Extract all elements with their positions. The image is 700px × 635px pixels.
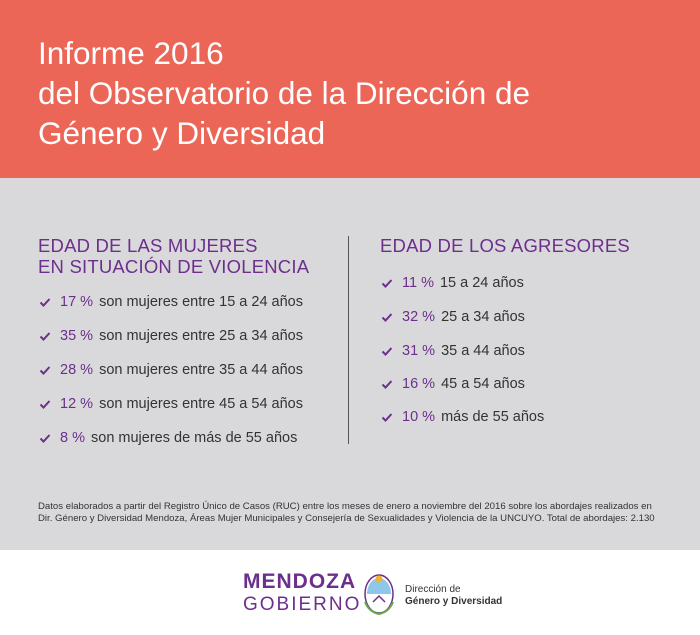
women-age-heading: EDAD DE LAS MUJERES EN SITUACIÓN DE VIOL… [38,235,309,277]
heading-line: EDAD DE LAS MUJERES [38,235,258,256]
header-banner: Informe 2016 del Observatorio de la Dire… [0,0,700,178]
item-percent: 12 % [60,396,94,412]
item-percent: 8 % [60,430,85,446]
heading-line: EN SITUACIÓN DE VIOLENCIA [38,256,310,277]
item-percent: 28 % [60,362,94,378]
aggressor-age-item: 31 % 35 a 44 años [380,340,525,362]
check-icon [380,310,394,324]
check-icon [38,329,52,343]
item-text: 45 a 54 años [441,376,525,392]
item-percent: 17 % [60,294,94,310]
mendoza-gobierno-brand: MENDOZA GOBIERNO [243,570,361,616]
item-text: son mujeres entre 45 a 54 años [99,396,303,412]
women-age-item: 12 % son mujeres entre 45 a 54 años [38,393,303,415]
item-text: 15 a 24 años [439,275,524,291]
title-line: Informe 2016 [38,35,224,71]
item-text: son mujeres entre 15 a 24 años [99,294,303,310]
item-percent: 32 % [402,309,436,325]
women-age-item: 28 % son mujeres entre 35 a 44 años [38,359,303,381]
item-text: son mujeres entre 25 a 34 años [99,328,303,344]
report-title: Informe 2016 del Observatorio de la Dire… [38,33,688,153]
item-percent: 16 % [402,376,436,392]
aggressors-age-heading: EDAD DE LOS AGRESORES [380,235,630,256]
aggressor-age-item: 32 % 25 a 34 años [380,306,525,328]
check-icon [38,431,52,445]
item-text: son mujeres entre 35 a 44 años [99,362,303,378]
item-percent: 31 % [402,343,436,359]
aggressor-age-item: 11 % 15 a 24 años [380,272,524,294]
check-icon [380,377,394,391]
data-source-note: Datos elaborados a partir del Registro Ú… [38,501,655,524]
aggressor-age-item: 10 % más de 55 años [380,406,544,428]
item-percent: 10 % [402,409,436,425]
item-text: más de 55 años [441,409,545,425]
women-age-item: 17 % son mujeres entre 15 a 24 años [38,291,303,313]
aggressor-age-item: 16 % 45 a 54 años [380,373,525,395]
brand-bottom: GOBIERNO [243,594,362,615]
item-percent: 11 % [402,275,434,291]
coat-of-arms-icon [363,572,395,616]
check-icon [38,363,52,377]
item-text: son mujeres de más de 55 años [91,430,298,446]
item-percent: 35 % [60,328,94,344]
check-icon [380,276,394,290]
content-panel [0,178,700,550]
column-divider [348,236,349,444]
brand-top: MENDOZA [243,570,357,593]
women-age-item: 35 % son mujeres entre 25 a 34 años [38,325,303,347]
item-text: 35 a 44 años [441,343,525,359]
org-line: Género y Diversidad [405,596,503,607]
org-name: Dirección de Género y Diversidad [405,584,502,608]
item-text: 25 a 34 años [441,309,525,325]
check-icon [38,295,52,309]
title-line: del Observatorio de la Dirección de [38,75,531,111]
check-icon [38,397,52,411]
footer-logo: MENDOZA GOBIERNO Dirección de Género y D… [243,570,503,622]
heading-line: EDAD DE LOS AGRESORES [380,235,630,256]
check-icon [380,410,394,424]
women-age-item: 8 % son mujeres de más de 55 años [38,427,297,449]
check-icon [380,344,394,358]
org-line: Dirección de [405,584,461,595]
title-line: Género y Diversidad [38,115,326,151]
